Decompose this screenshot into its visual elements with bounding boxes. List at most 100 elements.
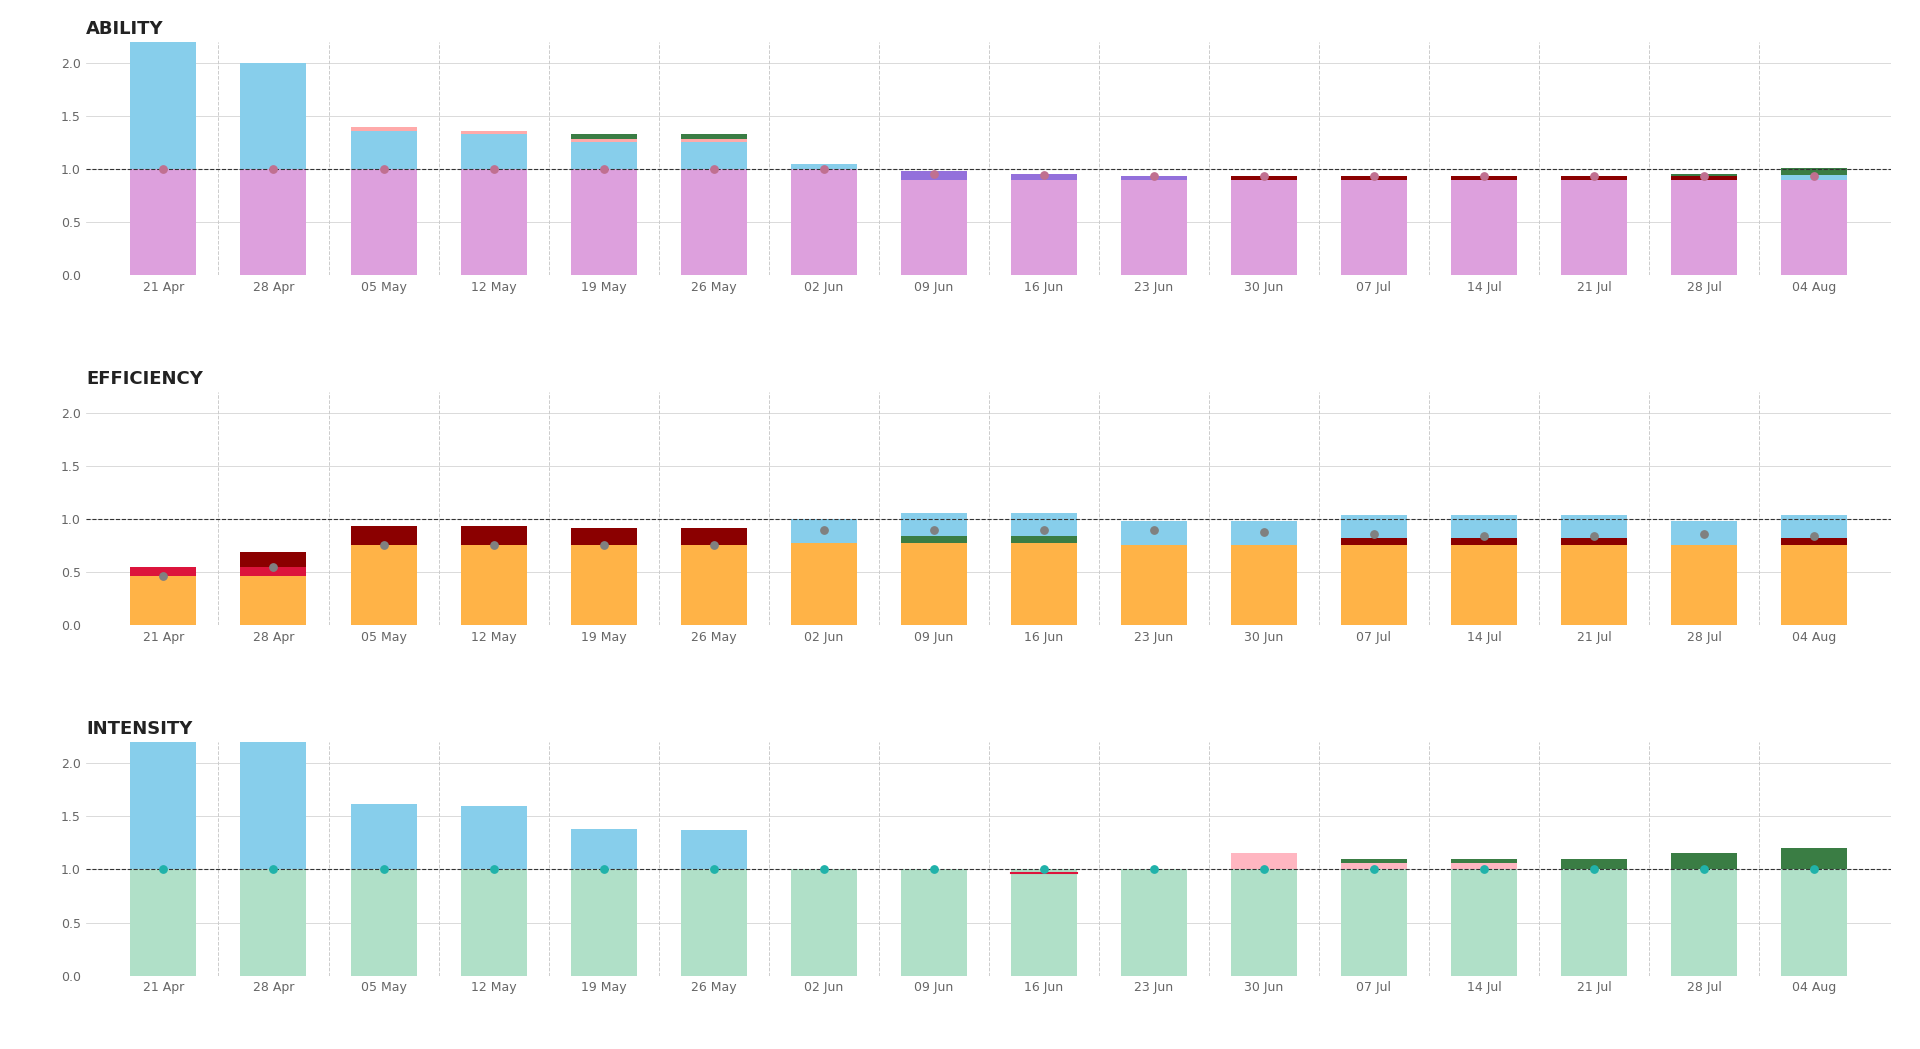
Bar bbox=[791, 542, 856, 625]
Bar bbox=[1010, 542, 1077, 625]
Bar bbox=[1782, 538, 1847, 544]
Bar bbox=[131, 576, 196, 625]
Bar bbox=[461, 544, 526, 625]
Point bbox=[808, 521, 839, 538]
Point bbox=[1469, 528, 1500, 544]
Bar bbox=[1782, 179, 1847, 276]
Bar bbox=[240, 552, 307, 576]
Bar bbox=[351, 127, 417, 130]
Bar bbox=[570, 141, 637, 169]
Bar bbox=[900, 870, 968, 976]
Bar bbox=[1231, 853, 1296, 870]
Bar bbox=[1340, 179, 1407, 276]
Point bbox=[1359, 861, 1390, 878]
Bar bbox=[351, 526, 417, 544]
Point bbox=[1359, 526, 1390, 542]
Bar bbox=[1010, 870, 1077, 976]
Point bbox=[1248, 861, 1279, 878]
Point bbox=[1799, 528, 1830, 544]
Bar bbox=[240, 63, 307, 169]
Bar bbox=[682, 141, 747, 169]
Point bbox=[1578, 528, 1609, 544]
Point bbox=[918, 165, 948, 181]
Point bbox=[369, 861, 399, 878]
Bar bbox=[1782, 849, 1847, 870]
Point bbox=[1578, 861, 1609, 878]
Bar bbox=[1340, 175, 1407, 179]
Bar bbox=[682, 870, 747, 976]
Point bbox=[1469, 167, 1500, 184]
Bar bbox=[1231, 179, 1296, 276]
Bar bbox=[1561, 870, 1626, 976]
Bar bbox=[1452, 538, 1517, 544]
Point bbox=[699, 861, 730, 878]
Point bbox=[148, 160, 179, 177]
Bar bbox=[1452, 515, 1517, 538]
Point bbox=[918, 521, 948, 538]
Bar bbox=[461, 130, 526, 133]
Bar bbox=[1010, 536, 1077, 542]
Bar bbox=[570, 528, 637, 544]
Bar bbox=[1340, 175, 1407, 179]
Point bbox=[1248, 523, 1279, 540]
Bar bbox=[1452, 870, 1517, 976]
Point bbox=[1139, 167, 1169, 184]
Bar bbox=[791, 870, 856, 976]
Point bbox=[1690, 526, 1720, 542]
Bar bbox=[131, 870, 196, 976]
Bar bbox=[1782, 174, 1847, 179]
Bar bbox=[461, 526, 526, 544]
Text: ABILITY: ABILITY bbox=[86, 20, 163, 38]
Bar bbox=[1670, 853, 1738, 870]
Bar bbox=[1231, 521, 1296, 544]
Bar bbox=[461, 169, 526, 276]
Bar bbox=[900, 513, 968, 536]
Bar bbox=[1231, 175, 1296, 179]
Bar bbox=[1010, 513, 1077, 536]
Bar bbox=[1782, 544, 1847, 625]
Bar bbox=[1121, 175, 1187, 179]
Bar bbox=[1782, 870, 1847, 976]
Point bbox=[1248, 167, 1279, 184]
Bar bbox=[1670, 179, 1738, 276]
Bar bbox=[570, 169, 637, 276]
Bar bbox=[1561, 538, 1626, 544]
Bar bbox=[1452, 544, 1517, 625]
Bar bbox=[1340, 859, 1407, 863]
Bar bbox=[131, 743, 196, 870]
Bar bbox=[1340, 863, 1407, 870]
Bar bbox=[1121, 544, 1187, 625]
Bar bbox=[1561, 175, 1626, 179]
Bar bbox=[791, 164, 856, 169]
Text: EFFICIENCY: EFFICIENCY bbox=[86, 369, 204, 388]
Point bbox=[1029, 521, 1060, 538]
Point bbox=[808, 861, 839, 878]
Point bbox=[1799, 167, 1830, 184]
Point bbox=[918, 861, 948, 878]
Bar bbox=[461, 132, 526, 169]
Bar bbox=[1561, 179, 1626, 276]
Bar bbox=[240, 576, 307, 625]
Bar bbox=[1561, 544, 1626, 625]
Bar bbox=[682, 830, 747, 870]
Point bbox=[1690, 861, 1720, 878]
Bar bbox=[1670, 175, 1738, 179]
Point bbox=[1359, 167, 1390, 184]
Bar bbox=[791, 169, 856, 276]
Point bbox=[588, 861, 618, 878]
Point bbox=[369, 160, 399, 177]
Bar bbox=[570, 544, 637, 625]
Bar bbox=[240, 870, 307, 976]
Point bbox=[257, 160, 288, 177]
Bar bbox=[791, 519, 856, 542]
Bar bbox=[1561, 175, 1626, 179]
Point bbox=[588, 536, 618, 553]
Bar bbox=[1231, 870, 1296, 976]
Bar bbox=[1340, 538, 1407, 544]
Bar bbox=[131, 568, 196, 576]
Point bbox=[1799, 861, 1830, 878]
Point bbox=[1139, 861, 1169, 878]
Bar bbox=[900, 171, 968, 179]
Bar bbox=[1452, 175, 1517, 179]
Bar bbox=[682, 134, 747, 141]
